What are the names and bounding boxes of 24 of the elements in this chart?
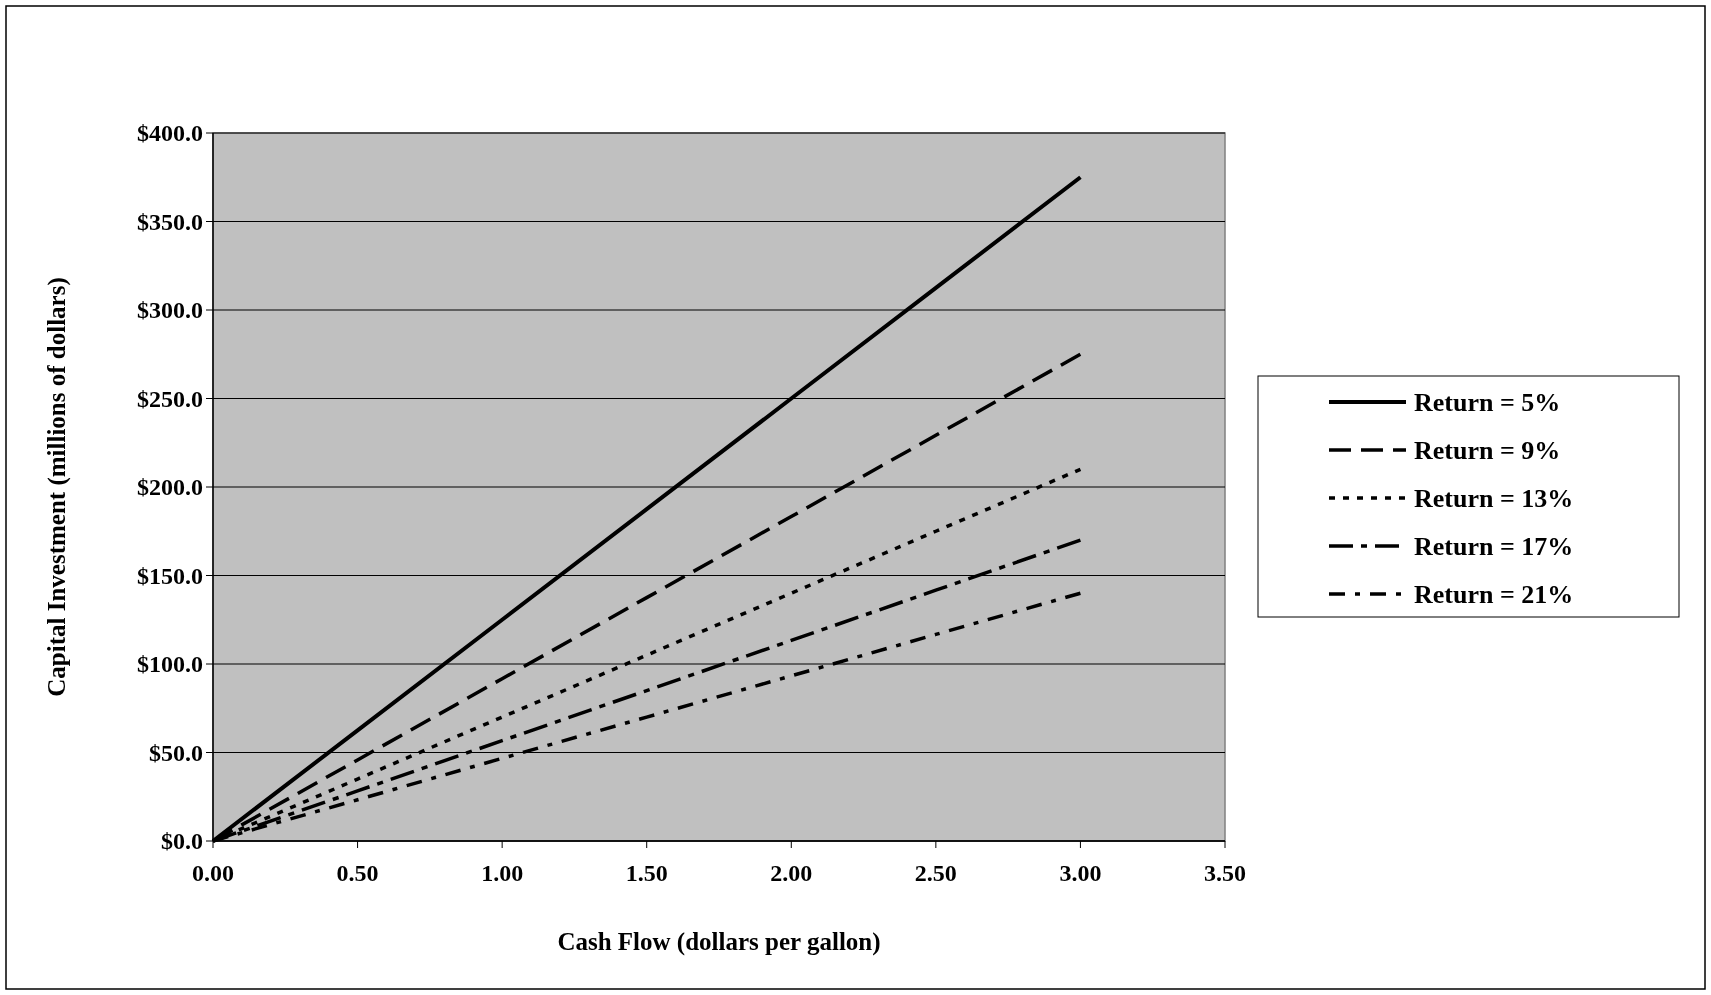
legend-label: Return = 5%: [1414, 388, 1561, 418]
y-tick-label: $150.0: [137, 562, 203, 589]
x-tick-label: 1.00: [481, 860, 524, 886]
legend-label: Return = 17%: [1414, 532, 1574, 562]
x-tick-label: 0.50: [336, 860, 379, 886]
x-tick-label: 3.50: [1204, 860, 1246, 886]
y-tick-label: $350.0: [137, 208, 203, 235]
legend-label: Return = 13%: [1414, 484, 1574, 514]
x-tick-label: 3.00: [1059, 860, 1102, 886]
y-tick-label: $300.0: [137, 297, 203, 324]
y-tick-label: $250.0: [137, 385, 203, 412]
y-tick-label: $100.0: [137, 651, 203, 678]
y-tick-label: $400.0: [137, 120, 203, 147]
legend-label: Return = 9%: [1414, 436, 1561, 466]
x-tick-label: 0.00: [192, 860, 234, 886]
x-tick-label: 2.50: [914, 860, 957, 886]
x-tick-label: 2.00: [770, 860, 813, 886]
legend-label: Return = 21%: [1414, 580, 1574, 610]
y-tick-label: $0.0: [161, 828, 203, 855]
y-axis-title: Capital Investment (millions of dollars): [43, 277, 71, 697]
y-tick-label: $50.0: [149, 739, 203, 766]
x-tick-label: 1.50: [625, 860, 668, 886]
y-tick-label: $200.0: [137, 474, 203, 501]
x-axis-title: Cash Flow (dollars per gallon): [557, 928, 881, 956]
